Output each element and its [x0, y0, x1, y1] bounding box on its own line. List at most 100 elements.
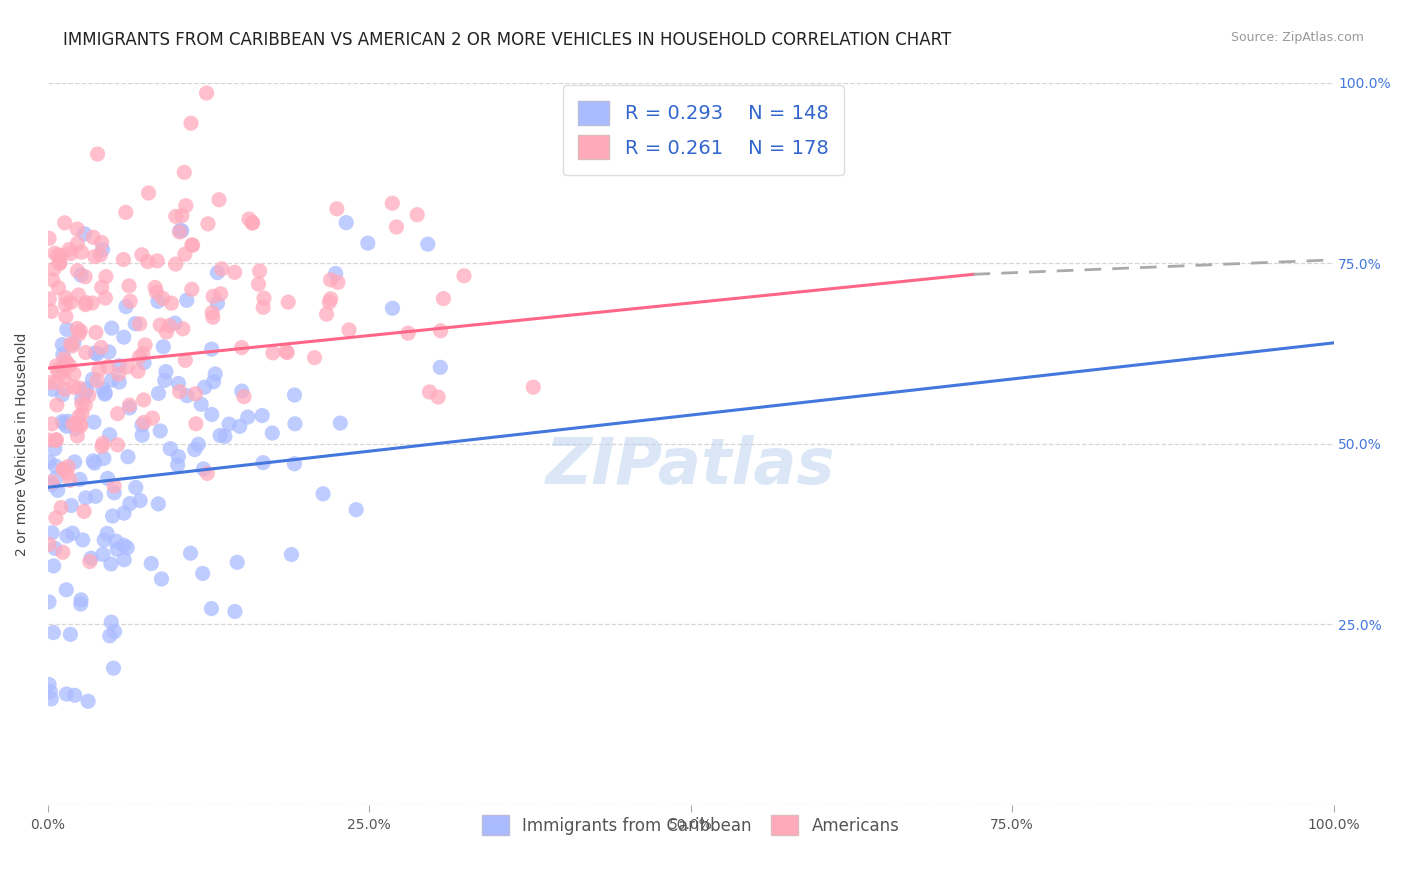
Point: [62, 417, 84, 431]
Point: [100, 321, 122, 335]
Point: [91, 548, 114, 562]
Point: [187, 437, 209, 451]
Point: [96, 526, 118, 541]
Point: [201, 310, 224, 325]
Point: [97, 359, 120, 374]
Point: [406, 208, 429, 222]
Point: [174, 353, 197, 368]
Point: [165, 210, 187, 224]
Point: [59, 295, 82, 310]
Point: [48, 255, 70, 269]
Point: [283, 388, 305, 402]
Point: [45, 471, 67, 485]
Point: [52, 372, 75, 386]
Point: [209, 428, 232, 442]
Point: [44, 246, 66, 260]
Point: [91, 382, 114, 396]
Point: [170, 224, 193, 238]
Point: [131, 428, 153, 442]
Point: [274, 344, 297, 359]
Point: [75, 269, 97, 284]
Point: [419, 384, 441, 399]
Point: [42, 558, 65, 573]
Point: [49, 367, 72, 381]
Point: [262, 425, 284, 440]
Point: [318, 295, 340, 310]
Point: [55, 297, 77, 311]
Point: [138, 186, 160, 200]
Point: [46, 248, 69, 262]
Point: [209, 286, 232, 301]
Point: [82, 230, 104, 244]
Point: [62, 367, 84, 381]
Point: [427, 390, 450, 404]
Point: [41, 273, 63, 287]
Point: [115, 300, 138, 314]
Point: [202, 375, 225, 389]
Point: [75, 491, 97, 505]
Point: [100, 615, 122, 629]
Point: [128, 317, 150, 331]
Point: [77, 388, 100, 402]
Point: [58, 359, 80, 373]
Point: [108, 359, 131, 373]
Point: [69, 597, 91, 611]
Point: [190, 397, 212, 411]
Point: [41, 304, 63, 318]
Point: [208, 193, 231, 207]
Point: [284, 417, 307, 431]
Point: [38, 433, 60, 447]
Point: [105, 534, 128, 549]
Point: [90, 341, 112, 355]
Point: [90, 235, 112, 250]
Point: [100, 373, 122, 387]
Point: [200, 601, 222, 615]
Point: [107, 438, 129, 452]
Point: [157, 318, 180, 333]
Point: [98, 427, 121, 442]
Point: [76, 382, 98, 396]
Point: [38, 292, 60, 306]
Point: [51, 388, 73, 402]
Point: [112, 330, 135, 344]
Point: [53, 216, 76, 230]
Point: [155, 365, 177, 379]
Text: Source: ZipAtlas.com: Source: ZipAtlas.com: [1230, 31, 1364, 45]
Point: [201, 408, 224, 422]
Point: [633, 100, 655, 114]
Point: [167, 450, 190, 464]
Point: [70, 407, 93, 421]
Point: [141, 557, 163, 571]
Point: [146, 294, 169, 309]
Point: [55, 291, 77, 305]
Point: [146, 253, 169, 268]
Point: [396, 326, 419, 341]
Point: [59, 246, 82, 260]
Point: [75, 398, 97, 412]
Point: [180, 238, 202, 252]
Point: [53, 361, 76, 376]
Point: [165, 257, 187, 271]
Point: [224, 605, 246, 619]
Point: [66, 321, 89, 335]
Point: [97, 345, 120, 359]
Point: [66, 264, 89, 278]
Point: [184, 386, 207, 401]
Point: [195, 467, 218, 481]
Point: [236, 410, 259, 425]
Point: [67, 381, 90, 395]
Point: [197, 217, 219, 231]
Point: [70, 592, 93, 607]
Point: [93, 533, 115, 548]
Point: [325, 267, 347, 281]
Point: [86, 374, 108, 388]
Point: [112, 252, 135, 267]
Point: [83, 250, 105, 264]
Point: [87, 363, 110, 377]
Point: [326, 202, 349, 216]
Point: [55, 419, 77, 434]
Point: [150, 572, 173, 586]
Point: [319, 292, 342, 306]
Point: [231, 384, 253, 398]
Point: [180, 546, 202, 560]
